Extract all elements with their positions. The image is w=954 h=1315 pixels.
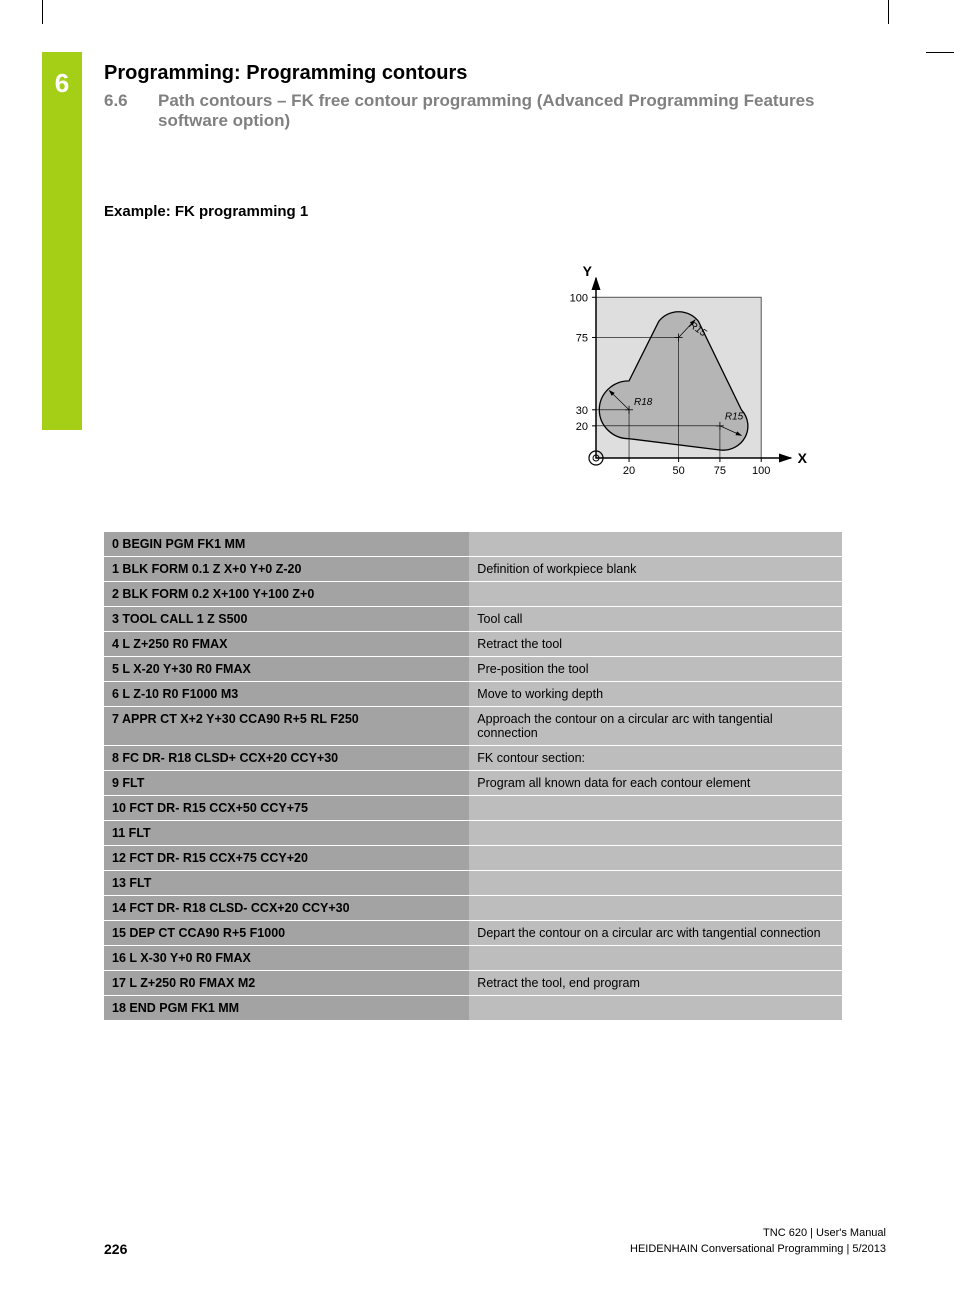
code-cell: 17 L Z+250 R0 FMAX M2: [104, 971, 469, 996]
table-row: 15 DEP CT CCA90 R+5 F1000Depart the cont…: [104, 921, 842, 946]
desc-cell: Program all known data for each contour …: [469, 771, 842, 796]
table-row: 0 BEGIN PGM FK1 MM: [104, 532, 842, 557]
table-row: 10 FCT DR- R15 CCX+50 CCY+75: [104, 796, 842, 821]
table-row: 3 TOOL CALL 1 Z S500Tool call: [104, 607, 842, 632]
crop-mark: [888, 0, 889, 24]
code-cell: 10 FCT DR- R15 CCX+50 CCY+75: [104, 796, 469, 821]
table-row: 7 APPR CT X+2 Y+30 CCA90 R+5 RL F250Appr…: [104, 707, 842, 746]
page-footer: 226 TNC 620 | User's Manual HEIDENHAIN C…: [104, 1226, 886, 1257]
table-row: 1 BLK FORM 0.1 Z X+0 Y+0 Z-20Definition …: [104, 557, 842, 582]
table-row: 4 L Z+250 R0 FMAXRetract the tool: [104, 632, 842, 657]
desc-cell: [469, 796, 842, 821]
code-cell: 3 TOOL CALL 1 Z S500: [104, 607, 469, 632]
code-cell: 1 BLK FORM 0.1 Z X+0 Y+0 Z-20: [104, 557, 469, 582]
table-row: 18 END PGM FK1 MM: [104, 996, 842, 1021]
code-cell: 12 FCT DR- R15 CCX+75 CCY+20: [104, 846, 469, 871]
desc-cell: Approach the contour on a circular arc w…: [469, 707, 842, 746]
desc-cell: Retract the tool: [469, 632, 842, 657]
code-cell: 13 FLT: [104, 871, 469, 896]
code-cell: 5 L X-20 Y+30 R0 FMAX: [104, 657, 469, 682]
table-row: 17 L Z+250 R0 FMAX M2Retract the tool, e…: [104, 971, 842, 996]
code-cell: 11 FLT: [104, 821, 469, 846]
svg-text:75: 75: [714, 465, 726, 477]
code-cell: 2 BLK FORM 0.2 X+100 Y+100 Z+0: [104, 582, 469, 607]
chapter-title: Programming: Programming contours: [104, 62, 886, 85]
code-cell: 6 L Z-10 R0 F1000 M3: [104, 682, 469, 707]
svg-text:R15: R15: [725, 411, 744, 422]
desc-cell: Pre-position the tool: [469, 657, 842, 682]
svg-text:100: 100: [570, 292, 588, 304]
desc-cell: [469, 996, 842, 1021]
example-heading: Example: FK programming 1: [104, 203, 886, 220]
desc-cell: Move to working depth: [469, 682, 842, 707]
svg-text:Y: Y: [583, 263, 593, 279]
section-title: 6.6 Path contours – FK free contour prog…: [104, 91, 886, 131]
desc-cell: [469, 896, 842, 921]
page-content: Programming: Programming contours 6.6 Pa…: [104, 62, 886, 1021]
code-cell: 14 FCT DR- R18 CLSD- CCX+20 CCY+30: [104, 896, 469, 921]
svg-text:50: 50: [672, 465, 684, 477]
code-cell: 9 FLT: [104, 771, 469, 796]
crop-mark: [926, 52, 954, 53]
table-row: 14 FCT DR- R18 CLSD- CCX+20 CCY+30: [104, 896, 842, 921]
table-row: 6 L Z-10 R0 F1000 M3Move to working dept…: [104, 682, 842, 707]
table-row: 16 L X-30 Y+0 R0 FMAX: [104, 946, 842, 971]
svg-text:X: X: [798, 450, 808, 466]
page-number: 226: [104, 1241, 127, 1257]
section-text: Path contours – FK free contour programm…: [158, 91, 886, 131]
code-cell: 15 DEP CT CCA90 R+5 F1000: [104, 921, 469, 946]
code-cell: 7 APPR CT X+2 Y+30 CCA90 R+5 RL F250: [104, 707, 469, 746]
svg-text:75: 75: [576, 332, 588, 344]
footer-line-1: TNC 620 | User's Manual: [630, 1226, 886, 1241]
footer-line-2: HEIDENHAIN Conversational Programming | …: [630, 1242, 886, 1257]
program-table: 0 BEGIN PGM FK1 MM1 BLK FORM 0.1 Z X+0 Y…: [104, 532, 842, 1021]
desc-cell: [469, 821, 842, 846]
chapter-tab: 6: [42, 52, 82, 430]
code-cell: 8 FC DR- R18 CLSD+ CCX+20 CCY+30: [104, 746, 469, 771]
table-row: 11 FLT: [104, 821, 842, 846]
desc-cell: [469, 946, 842, 971]
code-cell: 4 L Z+250 R0 FMAX: [104, 632, 469, 657]
contour-diagram: 100753020205075100XYR18R15R15: [546, 238, 856, 498]
desc-cell: Retract the tool, end program: [469, 971, 842, 996]
code-cell: 0 BEGIN PGM FK1 MM: [104, 532, 469, 557]
table-row: 13 FLT: [104, 871, 842, 896]
svg-text:R18: R18: [634, 397, 653, 408]
svg-text:100: 100: [752, 465, 770, 477]
desc-cell: Depart the contour on a circular arc wit…: [469, 921, 842, 946]
table-row: 8 FC DR- R18 CLSD+ CCX+20 CCY+30FK conto…: [104, 746, 842, 771]
table-row: 9 FLTProgram all known data for each con…: [104, 771, 842, 796]
footer-text: TNC 620 | User's Manual HEIDENHAIN Conve…: [630, 1226, 886, 1257]
table-row: 2 BLK FORM 0.2 X+100 Y+100 Z+0: [104, 582, 842, 607]
svg-text:20: 20: [576, 421, 588, 433]
code-cell: 18 END PGM FK1 MM: [104, 996, 469, 1021]
desc-cell: Definition of workpiece blank: [469, 557, 842, 582]
table-row: 5 L X-20 Y+30 R0 FMAXPre-position the to…: [104, 657, 842, 682]
desc-cell: [469, 532, 842, 557]
svg-text:30: 30: [576, 405, 588, 417]
crop-mark: [42, 0, 43, 24]
chapter-number: 6: [55, 68, 69, 98]
desc-cell: [469, 846, 842, 871]
desc-cell: [469, 871, 842, 896]
diagram-container: 100753020205075100XYR18R15R15: [104, 238, 886, 518]
section-number: 6.6: [104, 91, 158, 131]
code-cell: 16 L X-30 Y+0 R0 FMAX: [104, 946, 469, 971]
desc-cell: FK contour section:: [469, 746, 842, 771]
table-row: 12 FCT DR- R15 CCX+75 CCY+20: [104, 846, 842, 871]
desc-cell: [469, 582, 842, 607]
desc-cell: Tool call: [469, 607, 842, 632]
svg-text:20: 20: [623, 465, 635, 477]
